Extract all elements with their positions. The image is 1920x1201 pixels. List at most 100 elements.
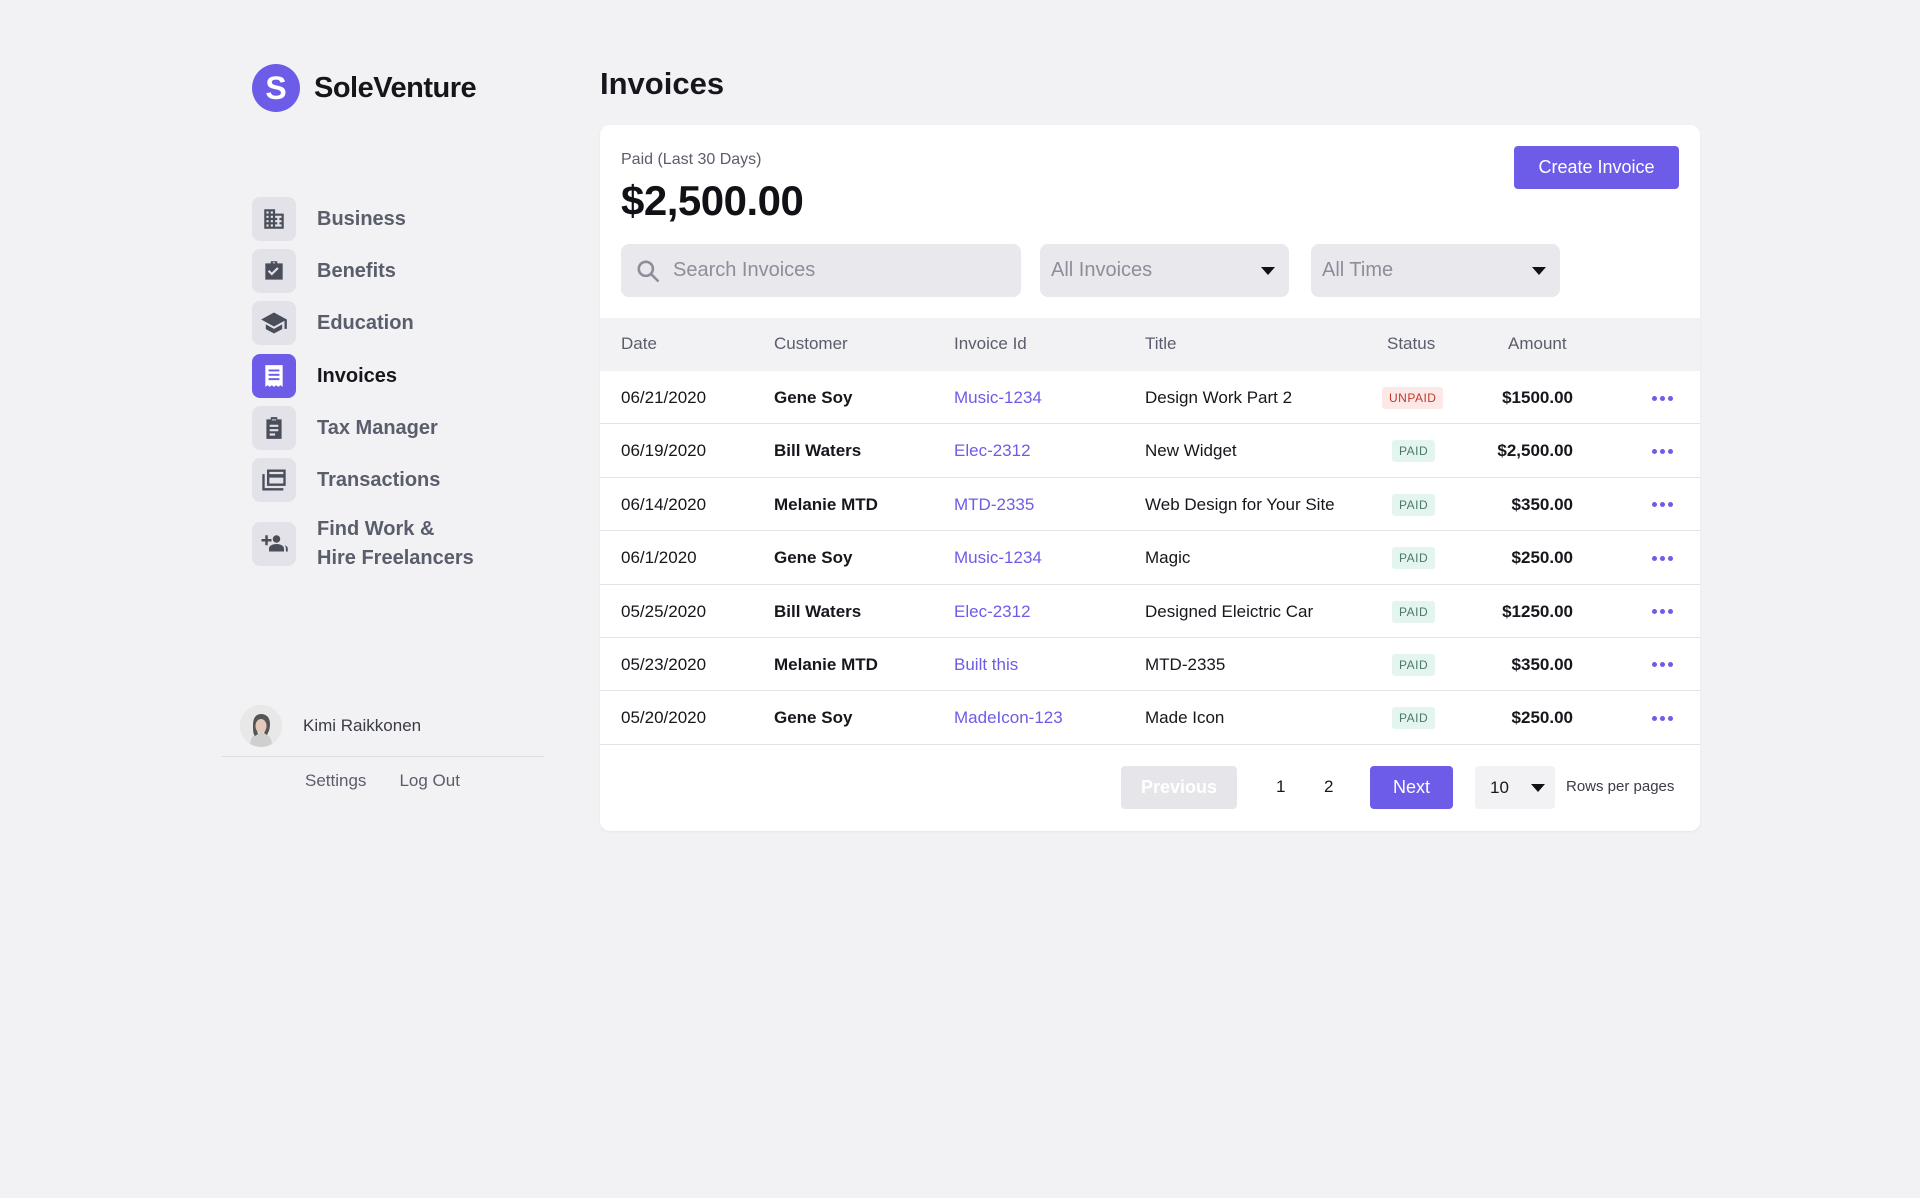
cell-title: New Widget [1145, 441, 1237, 461]
avatar [240, 705, 282, 747]
page-2-link[interactable]: 2 [1324, 777, 1334, 796]
sidebar-item-tax-manager[interactable]: Tax Manager [252, 406, 544, 450]
cell-invoice-id-link[interactable]: Elec-2312 [954, 601, 1031, 621]
brand[interactable]: S SoleVenture [252, 64, 477, 112]
sidebar-item-label-line2: Hire Freelancers [317, 547, 474, 569]
table-row[interactable]: 06/21/2020 Gene Soy Music-1234 Design Wo… [600, 371, 1700, 425]
sidebar-item-label-group: Find Work & Hire Freelancers [317, 515, 474, 573]
cell-invoice-id-link[interactable]: Built this [954, 654, 1019, 674]
page-1-link[interactable]: 1 [1276, 777, 1286, 796]
cell-title: Made Icon [1145, 708, 1225, 728]
time-range-select[interactable]: All Time [1311, 244, 1560, 297]
cell-title: Magic [1145, 548, 1191, 568]
invoice-type-value: All Invoices [1051, 259, 1153, 281]
column-header-status[interactable]: Status [1387, 334, 1436, 353]
previous-button[interactable]: Previous [1121, 766, 1237, 809]
column-header-customer[interactable]: Customer [774, 334, 848, 353]
sidebar-item-label: Business [317, 207, 406, 230]
sidebar-item-label: Transactions [317, 468, 441, 491]
cell-invoice-id-link[interactable]: MTD-2335 [954, 494, 1035, 514]
more-options-icon[interactable] [1645, 707, 1679, 729]
table-row[interactable]: 05/20/2020 Gene Soy MadeIcon-123 Made Ic… [600, 691, 1700, 745]
status-badge: PAID [1392, 707, 1436, 730]
sidebar-item-label: Tax Manager [317, 416, 438, 439]
sidebar-item-label: Find Work & [317, 518, 435, 540]
column-header-invoice-id[interactable]: Invoice Id [954, 334, 1027, 353]
cell-customer: Bill Waters [774, 441, 862, 461]
cell-customer: Gene Soy [774, 708, 853, 728]
cell-invoice-id-link[interactable]: Music-1234 [954, 388, 1042, 407]
sidebar-item-label: Education [317, 311, 414, 334]
more-options-icon[interactable] [1645, 387, 1679, 409]
paid-label: Paid (Last 30 Days) [621, 151, 762, 168]
more-options-icon[interactable] [1645, 654, 1679, 676]
cell-amount: $350.00 [1511, 654, 1573, 674]
sidebar-item-business[interactable]: Business [252, 197, 544, 241]
status-badge: UNPAID [1382, 387, 1444, 409]
cell-date: 06/19/2020 [621, 441, 707, 461]
cell-date: 06/14/2020 [621, 494, 707, 514]
user-links: Settings Log Out [222, 771, 544, 791]
receipt-icon [252, 354, 296, 398]
more-options-icon[interactable] [1645, 547, 1679, 569]
sidebar-item-transactions[interactable]: Transactions [252, 458, 544, 502]
briefcase-check-icon [252, 249, 296, 293]
cell-date: 05/20/2020 [621, 708, 707, 728]
cell-amount: $350.00 [1511, 494, 1573, 514]
search-input[interactable] [673, 259, 1003, 282]
status-badge: PAID [1392, 653, 1436, 676]
table-row[interactable]: 06/1/2020 Gene Soy Music-1234 Magic PAID… [600, 531, 1700, 585]
cell-invoice-id-link[interactable]: MadeIcon-123 [954, 708, 1063, 728]
cell-invoice-id-link[interactable]: Music-1234 [954, 548, 1042, 568]
cell-title: MTD-2335 [1145, 654, 1226, 674]
cell-amount: $250.00 [1511, 708, 1573, 728]
chevron-down-icon [1532, 266, 1546, 275]
cell-customer: Gene Soy [774, 388, 853, 407]
cell-amount: $250.00 [1511, 548, 1573, 568]
cell-title: Web Design for Your Site [1145, 494, 1335, 514]
user-section: Kimi Raikkonen Settings Log Out [222, 705, 544, 791]
sidebar-item-find-work[interactable]: Find Work & Hire Freelancers [252, 515, 544, 573]
cell-amount: $2,500.00 [1497, 441, 1573, 461]
invoice-type-select[interactable]: All Invoices [1040, 244, 1289, 297]
column-header-amount[interactable]: Amount [1508, 334, 1567, 353]
add-people-icon [252, 522, 296, 566]
rows-per-page-select[interactable]: 10 [1475, 766, 1555, 809]
sidebar-item-invoices[interactable]: Invoices [252, 354, 544, 398]
chevron-down-icon [1531, 783, 1545, 792]
more-options-icon[interactable] [1645, 601, 1679, 623]
brand-logo-icon: S [252, 64, 300, 112]
next-button[interactable]: Next [1370, 766, 1453, 809]
cell-customer: Melanie MTD [774, 494, 878, 514]
user-name: Kimi Raikkonen [303, 716, 422, 735]
rows-per-page-label: Rows per pages [1566, 778, 1675, 795]
table-row[interactable]: 06/19/2020 Bill Waters Elec-2312 New Wid… [600, 424, 1700, 478]
more-options-icon[interactable] [1645, 494, 1679, 516]
status-badge: PAID [1392, 493, 1436, 516]
cell-amount: $1500.00 [1502, 388, 1573, 407]
user-profile[interactable]: Kimi Raikkonen [222, 705, 544, 747]
search-box[interactable] [621, 244, 1021, 297]
cell-date: 06/1/2020 [621, 548, 697, 568]
table-row[interactable]: 05/23/2020 Melanie MTD Built this MTD-23… [600, 638, 1700, 692]
status-badge: PAID [1392, 547, 1436, 570]
more-options-icon[interactable] [1645, 440, 1679, 462]
logout-link[interactable]: Log Out [399, 771, 460, 790]
cell-title: Design Work Part 2 [1145, 388, 1293, 407]
sidebar-item-education[interactable]: Education [252, 301, 544, 345]
table-header: Date Customer Invoice Id Title Status Am… [600, 318, 1700, 371]
cell-invoice-id-link[interactable]: Elec-2312 [954, 441, 1031, 461]
create-invoice-button[interactable]: Create Invoice [1514, 146, 1679, 189]
cards-icon [252, 458, 296, 502]
settings-link[interactable]: Settings [305, 771, 367, 790]
sidebar-item-label: Invoices [317, 364, 398, 387]
sidebar-item-benefits[interactable]: Benefits [252, 249, 544, 293]
cell-customer: Gene Soy [774, 548, 853, 568]
column-header-date[interactable]: Date [621, 334, 657, 353]
bottom-band [0, 1198, 1920, 1201]
table-row[interactable]: 06/14/2020 Melanie MTD MTD-2335 Web Desi… [600, 478, 1700, 532]
column-header-title[interactable]: Title [1145, 334, 1177, 353]
graduation-cap-icon [252, 301, 296, 345]
search-icon [635, 258, 661, 284]
table-row[interactable]: 05/25/2020 Bill Waters Elec-2312 Designe… [600, 585, 1700, 638]
